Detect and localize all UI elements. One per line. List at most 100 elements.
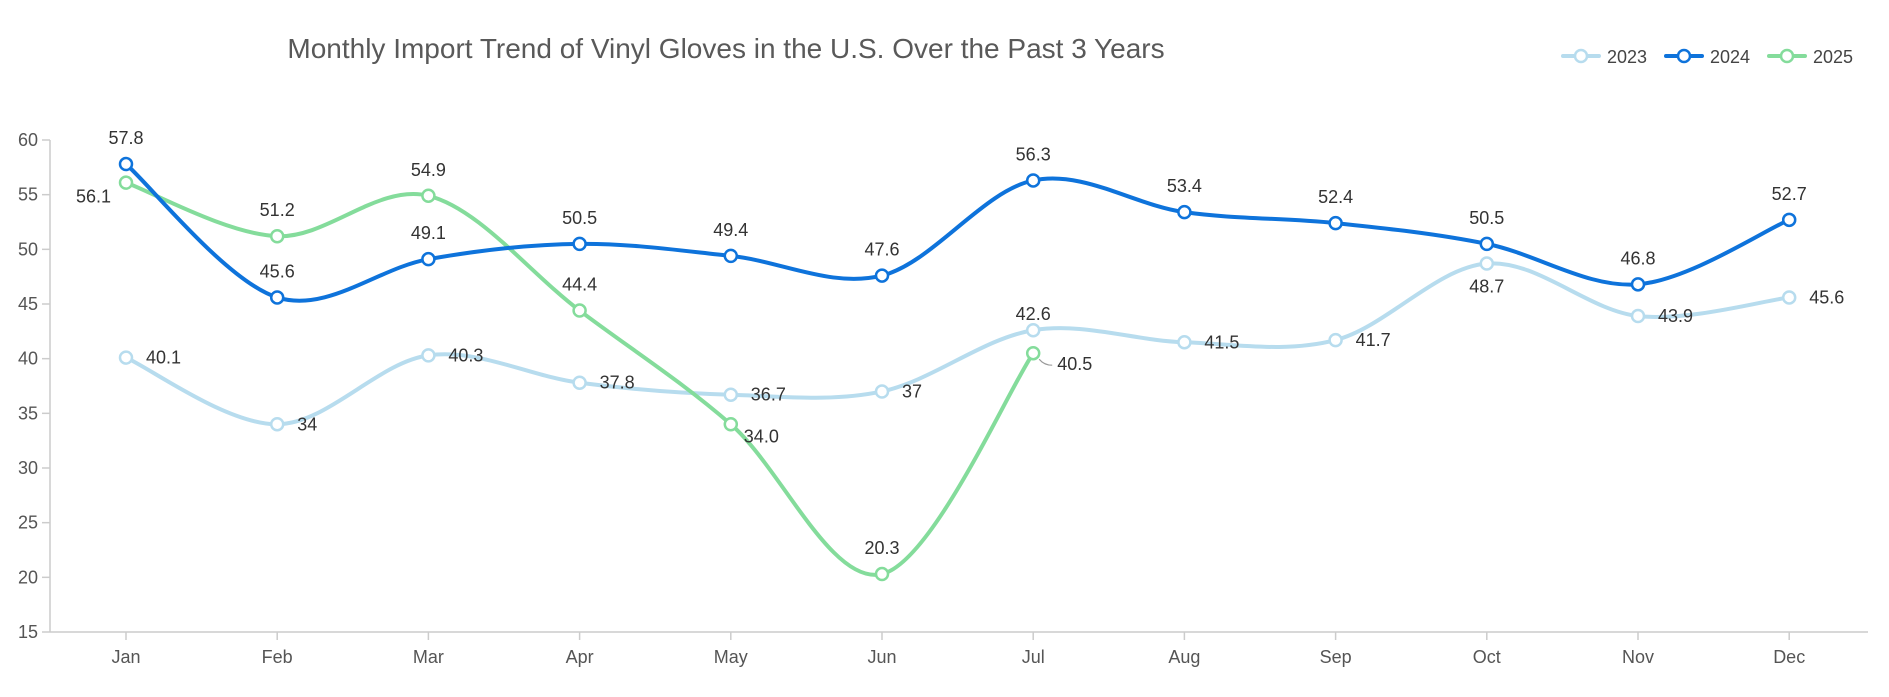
data-point-2024[interactable] [1479, 236, 1495, 252]
x-tick-label: Nov [1622, 647, 1654, 667]
data-point-2024[interactable] [118, 156, 134, 172]
x-axis-ticks: Jan Feb Mar Apr May Jun Jul Aug Sep Oct Nov Dec [111, 632, 1805, 667]
data-point-2023[interactable] [421, 348, 436, 363]
legend-swatch-marker [1676, 48, 1692, 64]
data-point-2023[interactable] [1177, 335, 1192, 350]
data-labels: 40.1 34 40.3 37.8 36.7 37 42.6 41.5 41.7 48.7 43.9… [76, 128, 1844, 558]
data-point-2023[interactable] [1781, 290, 1797, 305]
data-label-2023: 43.9 [1658, 306, 1693, 326]
data-point-2024[interactable] [1328, 215, 1343, 231]
data-point-2024[interactable] [723, 248, 739, 264]
data-label-2023: 48.7 [1469, 277, 1504, 297]
data-label-2024: 52.4 [1318, 187, 1353, 207]
data-point-2023[interactable] [874, 384, 890, 399]
data-label-2024: 53.4 [1167, 176, 1202, 196]
data-point-2024[interactable] [1025, 173, 1041, 188]
data-point-2023[interactable] [1025, 322, 1041, 338]
y-tick-label: 20 [18, 567, 38, 587]
data-label-2025: 20.3 [864, 538, 899, 558]
x-tick-label: May [714, 647, 748, 667]
data-point-2023[interactable] [118, 350, 134, 365]
data-label-2023: 45.6 [1809, 287, 1844, 307]
data-point-2024[interactable] [572, 236, 587, 252]
series-line-2024 [124, 162, 1792, 303]
data-label-2024: 49.4 [713, 220, 748, 240]
y-tick-label: 40 [18, 349, 38, 369]
x-tick-label: Jun [867, 647, 896, 667]
series-line-2023 [124, 261, 1792, 427]
data-point-2025[interactable] [269, 228, 285, 244]
label-leader-line [1038, 358, 1053, 366]
x-tick-label: Jul [1022, 647, 1045, 667]
y-tick-label: 15 [18, 622, 38, 642]
x-tick-label: Dec [1773, 647, 1805, 667]
data-point-2024[interactable] [1781, 212, 1797, 228]
data-point-2024[interactable] [269, 290, 285, 305]
data-point-2024[interactable] [1177, 204, 1192, 220]
data-label-2024: 57.8 [108, 128, 143, 148]
data-point-2023[interactable] [269, 417, 285, 432]
x-tick-label: Mar [413, 647, 444, 667]
data-point-2025[interactable] [118, 175, 134, 190]
legend-swatch-marker [1573, 48, 1589, 64]
x-tick-label: Oct [1473, 647, 1501, 667]
legend-item-2025[interactable]: 2025 [1767, 47, 1853, 67]
y-axis-ticks: 15 20 25 30 35 40 45 50 55 60 [18, 130, 50, 642]
x-tick-label: Sep [1320, 647, 1352, 667]
data-point-2023[interactable] [1630, 308, 1646, 324]
axes [49, 140, 1868, 633]
data-label-2025: 54.9 [411, 160, 446, 180]
data-label-2024: 50.5 [562, 208, 597, 228]
data-label-2024: 52.7 [1772, 184, 1807, 204]
legend: 2023 2024 2025 [1561, 47, 1853, 67]
data-label-2023: 37.8 [600, 373, 635, 393]
data-label-2024: 50.5 [1469, 208, 1504, 228]
legend-label: 2025 [1813, 47, 1853, 67]
y-tick-label: 30 [18, 458, 38, 478]
y-tick-label: 50 [18, 239, 38, 259]
data-point-2023[interactable] [1479, 256, 1495, 271]
data-label-2024: 56.3 [1016, 144, 1051, 164]
data-point-2025[interactable] [572, 303, 587, 318]
x-tick-label: Jan [111, 647, 140, 667]
data-label-2023: 40.1 [146, 348, 181, 368]
data-label-2024: 49.1 [411, 223, 446, 243]
legend-label: 2024 [1710, 47, 1750, 67]
y-tick-label: 25 [18, 513, 38, 533]
data-label-2024: 47.6 [864, 240, 899, 260]
data-point-2023[interactable] [572, 375, 587, 390]
data-label-2023: 34 [297, 414, 317, 434]
data-label-2023: 37 [902, 381, 922, 401]
data-label-2023: 36.7 [751, 385, 786, 405]
data-label-2024: 46.8 [1620, 248, 1655, 268]
y-tick-label: 55 [18, 185, 38, 205]
series-line-2025 [124, 180, 1036, 577]
data-label-2025: 34.0 [744, 426, 779, 446]
series-points [118, 156, 1797, 582]
data-point-2025[interactable] [723, 417, 739, 432]
data-label-2025: 44.4 [562, 275, 597, 295]
legend-swatch-marker [1779, 48, 1795, 64]
legend-label: 2023 [1607, 47, 1647, 67]
data-point-2024[interactable] [1630, 277, 1646, 292]
x-tick-label: Apr [566, 647, 594, 667]
x-tick-label: Feb [262, 647, 293, 667]
y-tick-label: 45 [18, 294, 38, 314]
y-tick-label: 60 [18, 130, 38, 150]
data-point-2023[interactable] [723, 387, 739, 402]
data-label-2023: 41.5 [1204, 332, 1239, 352]
data-point-2024[interactable] [874, 268, 890, 283]
chart-title: Monthly Import Trend of Vinyl Gloves in … [287, 33, 1164, 64]
data-point-2025[interactable] [421, 188, 436, 204]
data-label-2023: 41.7 [1356, 330, 1391, 350]
data-point-2025[interactable] [874, 566, 890, 582]
legend-item-2023[interactable]: 2023 [1561, 47, 1647, 67]
data-point-2023[interactable] [1328, 332, 1343, 348]
x-tick-label: Aug [1168, 647, 1200, 667]
y-tick-label: 35 [18, 403, 38, 423]
data-point-2025[interactable] [1025, 345, 1041, 361]
data-point-2024[interactable] [421, 251, 436, 267]
legend-item-2024[interactable]: 2024 [1664, 47, 1750, 67]
data-label-2025: 40.5 [1057, 354, 1092, 374]
